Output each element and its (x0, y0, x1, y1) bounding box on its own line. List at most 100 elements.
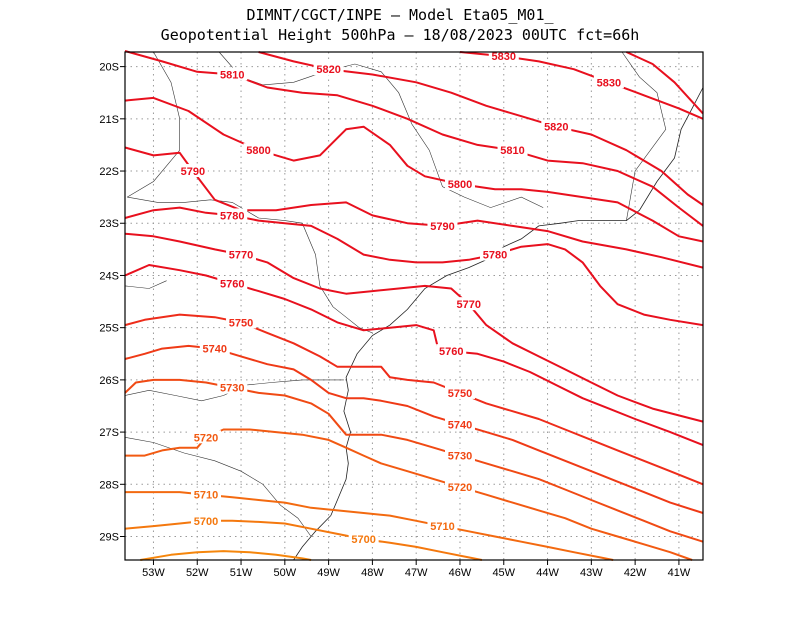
contour-label: 5790 (181, 166, 205, 178)
contour-5760: 5760 5760 (124, 264, 704, 447)
coastlines-and-borders (124, 51, 704, 561)
contour-label: 5790 (430, 221, 454, 233)
contour-label-bg (593, 75, 624, 89)
axis-ticks: 53W 52W 51W 50W 49W 48W 47W 46W 45W 44W 43W 42W 41W 2… (99, 62, 690, 579)
contour-label-bg (243, 143, 274, 157)
contour-label-bg (444, 448, 475, 462)
lat-tick-label: 25S (99, 323, 119, 335)
lat-tick-label: 20S (99, 62, 119, 74)
state-border (127, 51, 180, 198)
contour-5740: 5740 5740 (124, 341, 704, 514)
lon-tick-label: 43W (580, 567, 603, 579)
contour-label: 5740 (448, 419, 472, 431)
contour-label-bg (348, 532, 379, 546)
state-border (124, 437, 312, 537)
contour-label-bg (444, 417, 475, 431)
contour-label: 5770 (229, 250, 253, 262)
contour-5750: 5750 5750 (124, 313, 704, 486)
contour-label-bg (313, 62, 344, 76)
contour-label: 5750 (229, 317, 253, 329)
contour-label: 5700 (351, 534, 375, 546)
contour-label: 5780 (220, 210, 244, 222)
contour-label: 5800 (448, 179, 472, 191)
map-title-line-2: Geopotential Height 500hPa – 18/08/2023 … (160, 26, 640, 44)
contour-label-bg (177, 164, 208, 178)
lat-tick-label: 28S (99, 479, 119, 491)
contour-line (124, 378, 704, 543)
contour-line (125, 428, 693, 561)
state-border (218, 51, 544, 208)
contour-label: 5710 (430, 521, 454, 533)
contour-label-bg (217, 67, 248, 81)
contour-5830 (625, 51, 704, 115)
contour-label: 5800 (246, 145, 270, 157)
contour-label-bg (217, 276, 248, 290)
lon-tick-label: 52W (186, 567, 209, 579)
graticule (125, 52, 703, 560)
lon-tick-label: 42W (624, 567, 647, 579)
contour-label-bg (480, 247, 511, 261)
state-border (124, 280, 167, 289)
contour-line (124, 519, 483, 561)
contour-label: 5810 (500, 145, 524, 157)
contour-label-bg (191, 430, 222, 444)
contour-5830: 5830 5830 (459, 49, 704, 120)
contour-label-bg (226, 247, 257, 261)
contour-line (124, 313, 704, 486)
contour-label: 5740 (203, 344, 227, 356)
contour-label: 5730 (448, 451, 472, 463)
contour-5710: 5710 5710 (125, 487, 614, 561)
contour-line (124, 96, 704, 243)
contours: 5830583058205820581058105800580057905790… (124, 49, 704, 561)
lon-tick-label: 41W (668, 567, 691, 579)
lon-tick-label: 48W (361, 567, 384, 579)
map-title-line-1: DIMNT/CGCT/INPE – Model Eta05_M01_ (246, 6, 554, 24)
lon-tick-label: 44W (536, 567, 559, 579)
contour-label: 5720 (448, 482, 472, 494)
lon-tick-label: 45W (492, 567, 515, 579)
lat-tick-label: 29S (99, 532, 119, 544)
contour-5690 (140, 550, 312, 561)
contour-label: 5770 (456, 299, 480, 311)
contour-label: 5830 (597, 77, 621, 89)
contour-5800: 5800 5800 (124, 96, 704, 243)
contour-label-bg (217, 208, 248, 222)
contour-line (124, 206, 704, 327)
contour-label: 5760 (220, 278, 244, 290)
contour-label: 5750 (448, 388, 472, 400)
contour-label-bg (497, 143, 528, 157)
contour-label-bg (427, 519, 458, 533)
lat-tick-label: 26S (99, 375, 119, 387)
contour-label-bg (226, 315, 257, 329)
contour-label: 5830 (492, 51, 516, 63)
lon-tick-label: 50W (274, 567, 297, 579)
contour-label-bg (444, 479, 475, 493)
map-frame (124, 51, 704, 561)
contour-label-bg (436, 344, 467, 358)
lat-tick-label: 21S (99, 114, 119, 126)
contour-5790: 5790 5790 (124, 146, 704, 269)
contour-5770: 5770 5770 (124, 232, 704, 423)
contour-label: 5730 (220, 383, 244, 395)
contour-label: 5760 (439, 346, 463, 358)
lon-tick-label: 53W (142, 567, 165, 579)
contour-5700: 5700 5700 (124, 513, 483, 561)
contour-label: 5780 (483, 250, 507, 262)
lat-tick-label: 24S (99, 270, 119, 282)
contour-label-bg (199, 341, 230, 355)
contour-label-bg (444, 177, 475, 191)
contour-label: 5720 (194, 432, 218, 444)
state-border (621, 51, 667, 221)
contour-5730: 5730 5730 (124, 378, 704, 543)
contour-5720: 5720 5720 (125, 428, 693, 561)
lat-tick-label: 23S (99, 218, 119, 230)
contour-label-bg (191, 513, 222, 527)
contour-5780: 5780 5780 (124, 206, 704, 327)
contour-5810: 5810 5810 (124, 50, 704, 227)
contour-label-bg (453, 297, 484, 311)
contour-label-bg (217, 380, 248, 394)
contour-label-bg (427, 218, 458, 232)
lon-tick-label: 51W (230, 567, 253, 579)
contour-label: 5710 (194, 490, 218, 502)
